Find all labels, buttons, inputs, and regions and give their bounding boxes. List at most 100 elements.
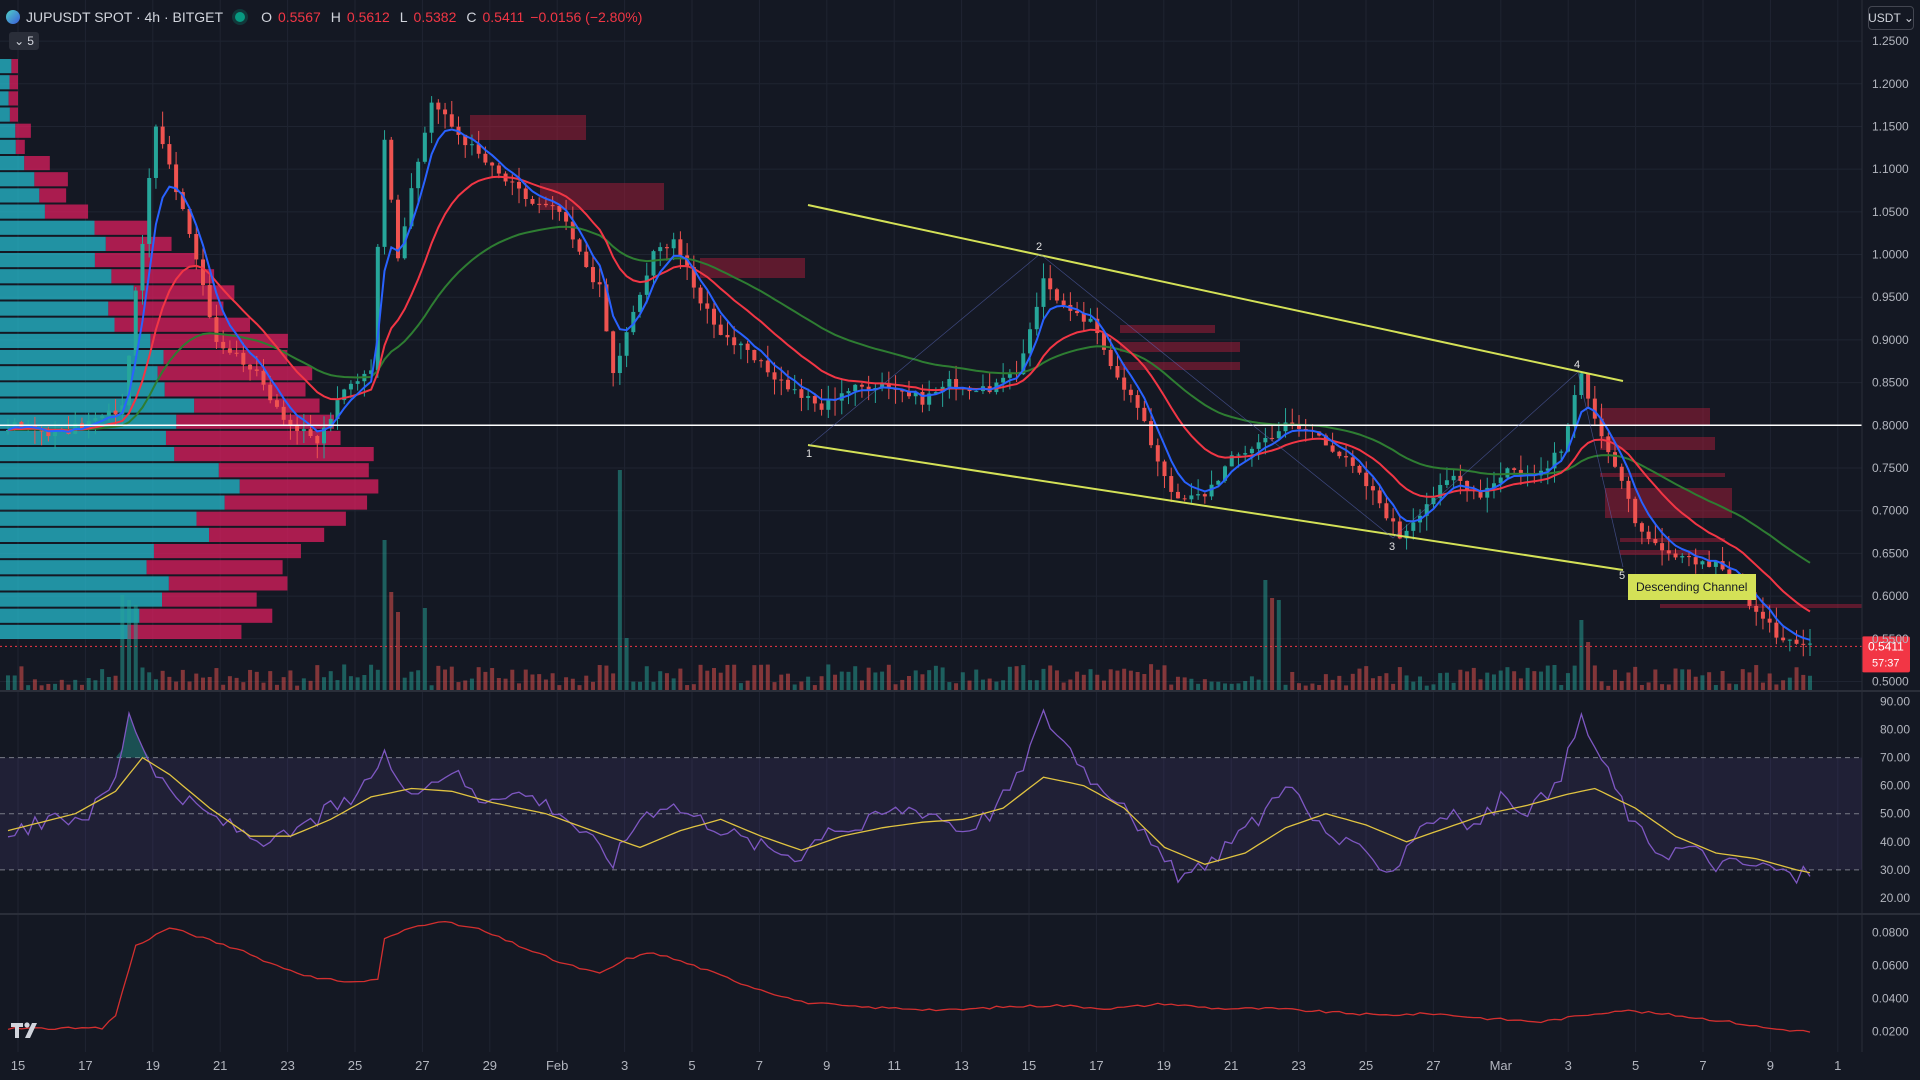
volume-bar [745,680,750,690]
supply-zone [540,183,664,210]
candle [1794,639,1799,644]
volume-bar [624,638,629,690]
volume-profile-bar-up [0,544,154,559]
candle [490,162,495,166]
candle [1048,278,1053,290]
candle [147,177,152,244]
candle [1518,469,1523,476]
price-tick-label: 1.1000 [1872,162,1909,176]
candle [1458,475,1463,481]
price-tick-label: 1.0500 [1872,205,1909,219]
volume-bar [66,684,71,690]
volume-bar [1061,682,1066,690]
candle [127,355,132,406]
volume-bar [530,674,535,690]
volume-bar [685,685,690,690]
volume-bar [79,684,84,690]
candle [1135,395,1140,408]
volume-profile-bar-down [218,463,369,478]
candle [1619,466,1624,481]
tradingview-logo-icon[interactable] [10,1020,44,1040]
currency-select[interactable]: USDT ⌄ [1868,6,1914,30]
volume-bar [537,674,542,690]
volume-bar [1377,676,1382,690]
volume-bar [476,667,481,690]
candle [180,192,185,210]
candle [288,419,293,427]
volume-bar [1613,669,1618,690]
volume-bar [947,682,952,690]
candle [1128,389,1133,396]
candle [597,282,602,285]
volume-bar [1525,667,1530,690]
indicators-toggle-button[interactable]: ⌄ 5 [9,32,39,50]
candle [443,109,448,115]
candle [974,391,979,393]
volume-bar [980,679,985,690]
candle [1774,622,1779,638]
candle [79,423,84,430]
candle [214,317,219,342]
symbol-title[interactable]: JUPUSDT SPOT · 4h · BITGET [26,9,224,25]
volume-profile-bar-down [165,430,341,445]
supply-zone [1600,473,1725,477]
volume-bar [920,674,925,690]
candle [1101,333,1106,350]
volume-bar [1216,681,1221,690]
candle [846,391,851,394]
volume-bar [611,673,616,690]
volume-bar [1686,669,1691,690]
candle [153,126,158,178]
candle [933,392,938,394]
candle [1713,561,1718,567]
grid-lines [0,0,1862,1052]
rsi-tick-label: 60.00 [1880,779,1910,793]
candle [1673,553,1678,558]
candle [550,205,555,207]
volume-profile-bar-down [108,301,224,316]
volume-bar [1539,671,1544,690]
volatility-tick-label: 0.0600 [1872,959,1909,973]
volume-bar [167,676,172,690]
volume-bar [866,667,871,690]
volume-bar [1229,683,1234,690]
volume-bar [19,666,24,690]
time-tick-label: Feb [546,1058,568,1073]
volume-bar [577,685,582,690]
volume-bar [1491,674,1496,690]
candle [469,144,474,146]
volume-bar [113,675,118,690]
candle [1599,418,1604,437]
candle [570,221,575,240]
candle [1478,490,1483,498]
volume-bar [1713,685,1718,690]
volume-bar [617,470,622,690]
volume-bar [1545,665,1550,690]
candle [685,255,690,268]
candle [799,389,804,398]
close-label: C [466,9,477,25]
volume-bar [1720,670,1725,690]
candle [301,429,306,431]
candle [1236,454,1241,456]
volume-bar [200,677,205,690]
volume-bar [248,669,253,690]
volume-bar [288,670,293,690]
candle [517,181,522,189]
volume-profile-bar-up [0,204,45,219]
candle [348,383,353,390]
price-tick-label: 1.0000 [1872,248,1909,262]
candle [523,188,528,199]
supply-zone [1120,325,1215,333]
volume-bar [785,673,790,690]
volume-bar [1740,669,1745,690]
volume-bar [1001,680,1006,690]
candle [187,209,192,235]
candle [106,410,111,416]
candle [806,396,811,398]
volume-bar [1310,683,1315,690]
volume-bars [6,470,1812,690]
volume-bar [812,685,817,690]
candle [1384,503,1389,519]
